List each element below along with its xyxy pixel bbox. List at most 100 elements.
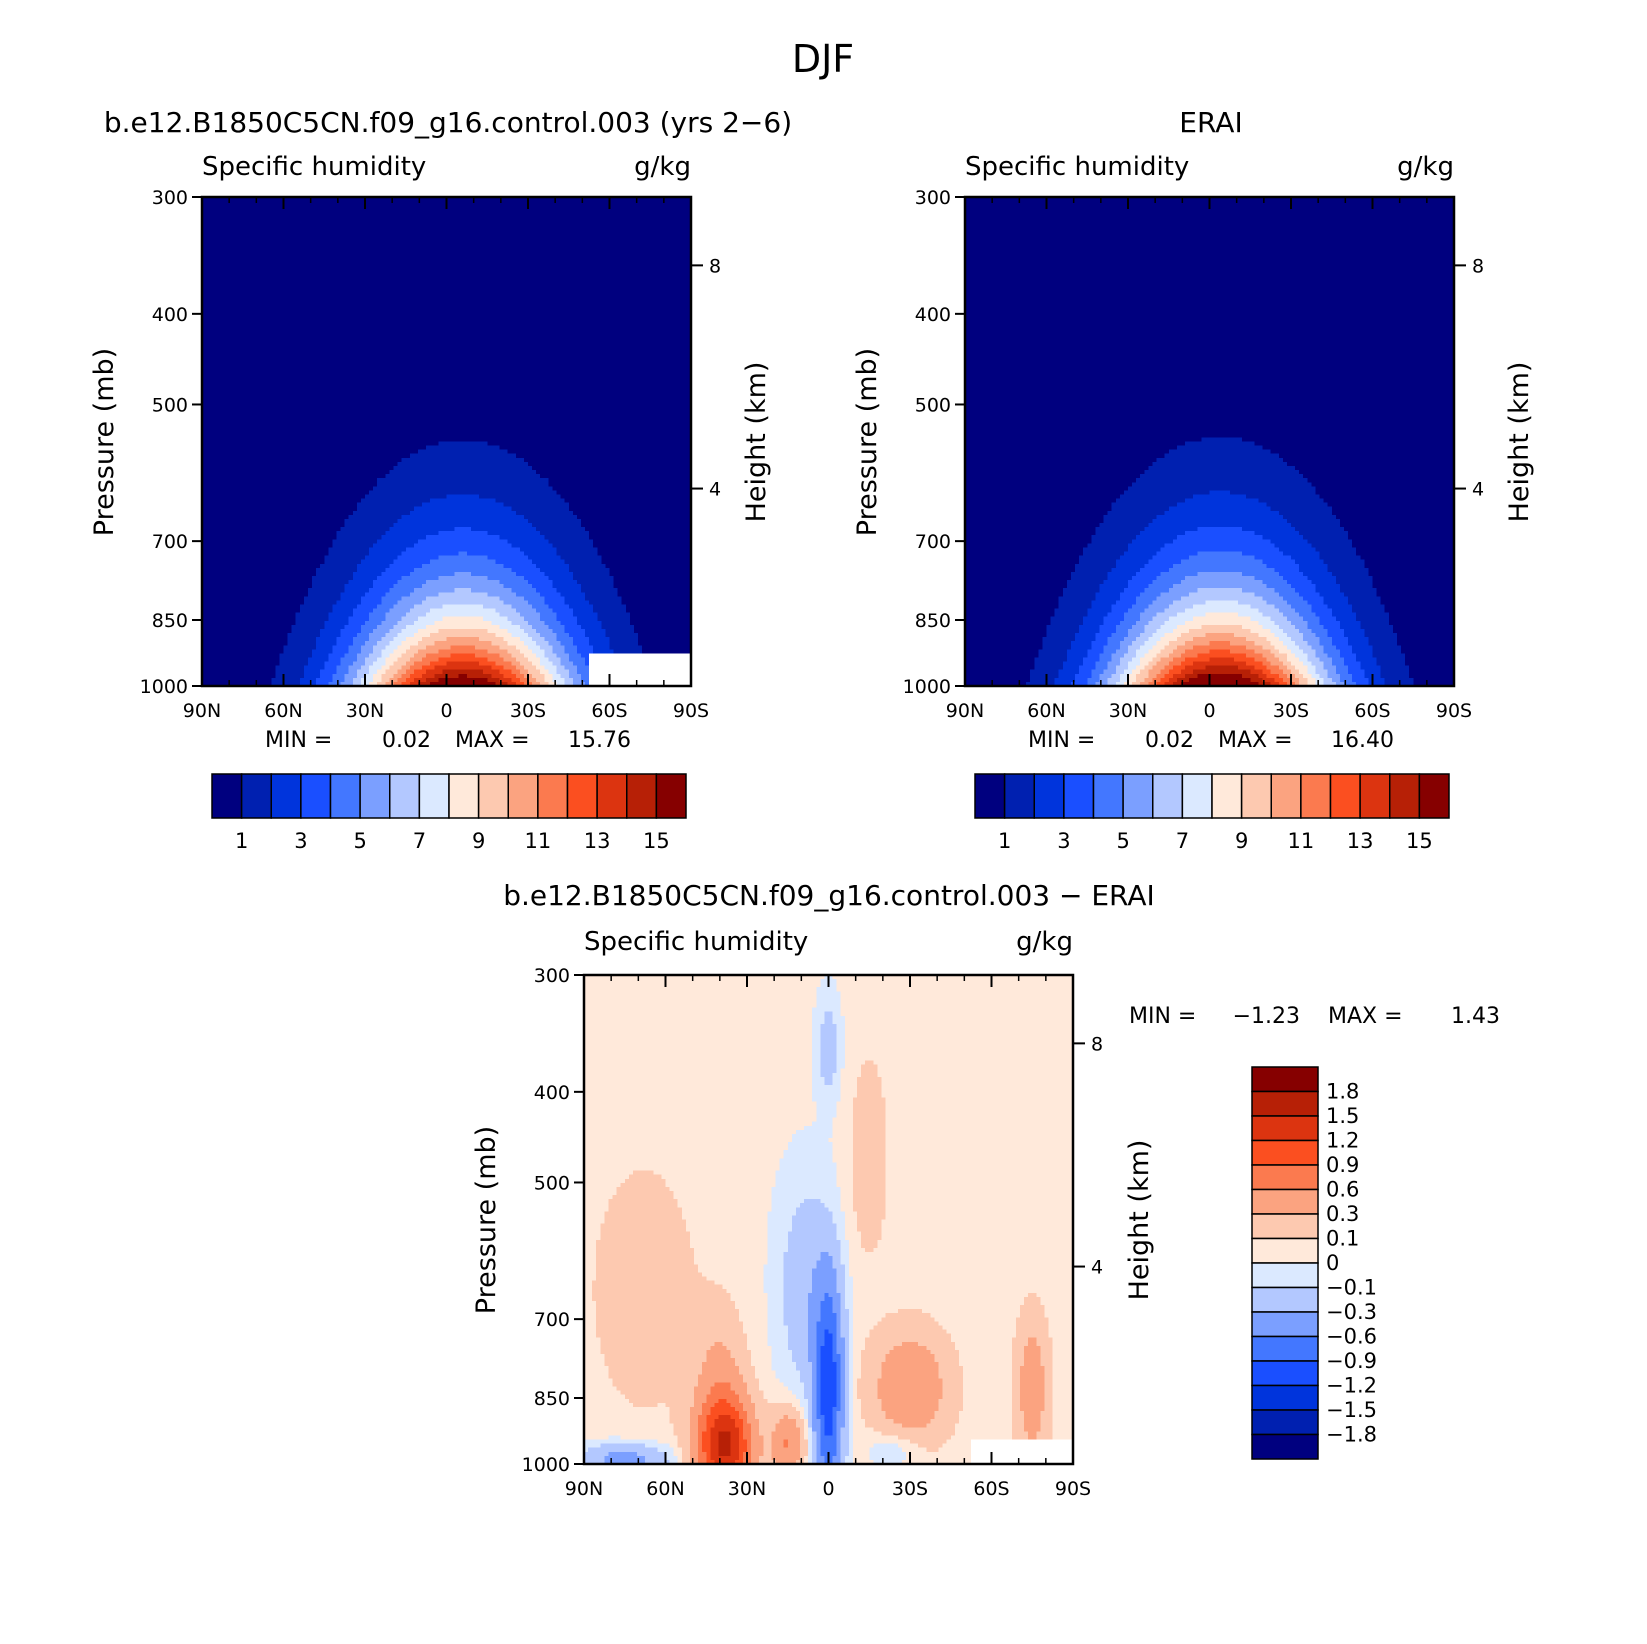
- field-cell: [852, 1121, 887, 1127]
- field-cell: [1144, 641, 1158, 646]
- field-cell: [706, 1415, 720, 1420]
- field-cell: [832, 1296, 842, 1302]
- field-cell: [332, 677, 346, 683]
- colorbar-box: [1251, 1115, 1319, 1142]
- field-cell: [393, 673, 403, 679]
- field-cell: [584, 1064, 813, 1070]
- field-cell: [848, 1272, 1074, 1278]
- field-cell: [1189, 555, 1255, 561]
- field-cell: [783, 1288, 813, 1294]
- field-cell: [816, 1003, 842, 1009]
- field-cell: [844, 1305, 854, 1310]
- field-cell: [1323, 596, 1349, 602]
- field-cell: [751, 1439, 764, 1445]
- field-cell: [1123, 616, 1141, 622]
- field-cell: [706, 1459, 715, 1465]
- panel-diff-right-subtitle: g/kg: [1016, 927, 1073, 957]
- field-cell: [1323, 645, 1337, 650]
- field-cell: [694, 1394, 707, 1400]
- field-cell: [381, 535, 427, 540]
- field-cell: [1315, 490, 1455, 496]
- field-cell: [536, 641, 549, 646]
- field-cell: [718, 1451, 732, 1457]
- field-cell: [958, 1349, 1013, 1355]
- field-cell: [1209, 657, 1235, 663]
- field-cell: [808, 1337, 817, 1343]
- field-cell: [1282, 596, 1304, 602]
- field-cell: [397, 657, 411, 663]
- field-cell: [738, 1317, 768, 1322]
- field-cell: [1128, 628, 1145, 634]
- field-cell: [621, 600, 692, 606]
- field-cell: [965, 539, 1092, 544]
- field-cell: [828, 1252, 842, 1257]
- field-cell: [604, 1459, 646, 1465]
- field-cell: [852, 1097, 887, 1102]
- field-cell: [1376, 657, 1406, 663]
- field-cell: [840, 1089, 858, 1094]
- field-cell: [759, 1431, 773, 1437]
- field-cell: [828, 1207, 842, 1212]
- field-cell: [861, 1239, 878, 1245]
- field-cell: [202, 580, 313, 585]
- field-cell: [877, 1068, 1074, 1074]
- field-cell: [965, 437, 1202, 443]
- field-cell: [1323, 600, 1349, 606]
- field-cell: [584, 1358, 605, 1363]
- field-cell: [1295, 681, 1300, 687]
- field-cell: [816, 1402, 821, 1408]
- field-cell: [303, 673, 321, 679]
- field-cell: [584, 1117, 817, 1123]
- field-cell: [332, 645, 350, 650]
- field-cell: [783, 1382, 805, 1388]
- colorbar-box: [211, 773, 243, 819]
- field-cell: [771, 1447, 801, 1453]
- field-cell: [413, 677, 427, 683]
- field-cell: [1040, 1427, 1054, 1432]
- field-cell: [1087, 649, 1105, 654]
- field-cell: [1307, 653, 1317, 659]
- field-cell: [385, 661, 395, 667]
- field-cell: [328, 616, 350, 622]
- field-cell: [840, 1243, 850, 1249]
- field-cell: [275, 665, 305, 671]
- field-cell: [519, 649, 533, 654]
- field-cell: [1115, 681, 1125, 687]
- field-cell: [1079, 669, 1092, 675]
- field-cell: [848, 1447, 854, 1453]
- y-tick-label: 850: [534, 1388, 570, 1410]
- field-cell: [369, 669, 378, 675]
- field-cell: [698, 1459, 707, 1465]
- colorbar-box: [1359, 773, 1391, 819]
- field-cell: [791, 1349, 809, 1355]
- field-cell: [556, 490, 692, 496]
- field-cell: [767, 1321, 785, 1327]
- field-cell: [893, 1419, 931, 1424]
- field-cell: [430, 498, 496, 504]
- field-cell: [930, 1419, 960, 1424]
- field-cell: [824, 1431, 834, 1437]
- field-cell: [1040, 1411, 1054, 1416]
- field-cell: [844, 1370, 850, 1375]
- field-cell: [1132, 681, 1141, 687]
- field-cell: [694, 1390, 711, 1396]
- colorbar-box: [1251, 1090, 1319, 1117]
- field-cell: [836, 1386, 842, 1392]
- field-cell: [844, 1235, 862, 1241]
- field-cell: [360, 559, 395, 565]
- field-cell: [832, 1333, 838, 1339]
- field-cell: [795, 1419, 805, 1424]
- field-cell: [589, 600, 623, 606]
- field-cell: [1052, 1402, 1074, 1408]
- field-cell: [202, 624, 293, 630]
- field-cell: [965, 302, 1455, 308]
- field-cell: [1140, 645, 1154, 650]
- field-cell: [852, 1398, 862, 1404]
- field-cell: [491, 641, 509, 646]
- colorbar-label: −0.1: [1326, 1276, 1377, 1300]
- field-cell: [965, 457, 1158, 463]
- field-cell: [714, 1382, 732, 1388]
- field-cell: [820, 1378, 838, 1384]
- field-cell: [584, 1182, 622, 1188]
- field-cell: [857, 1211, 887, 1217]
